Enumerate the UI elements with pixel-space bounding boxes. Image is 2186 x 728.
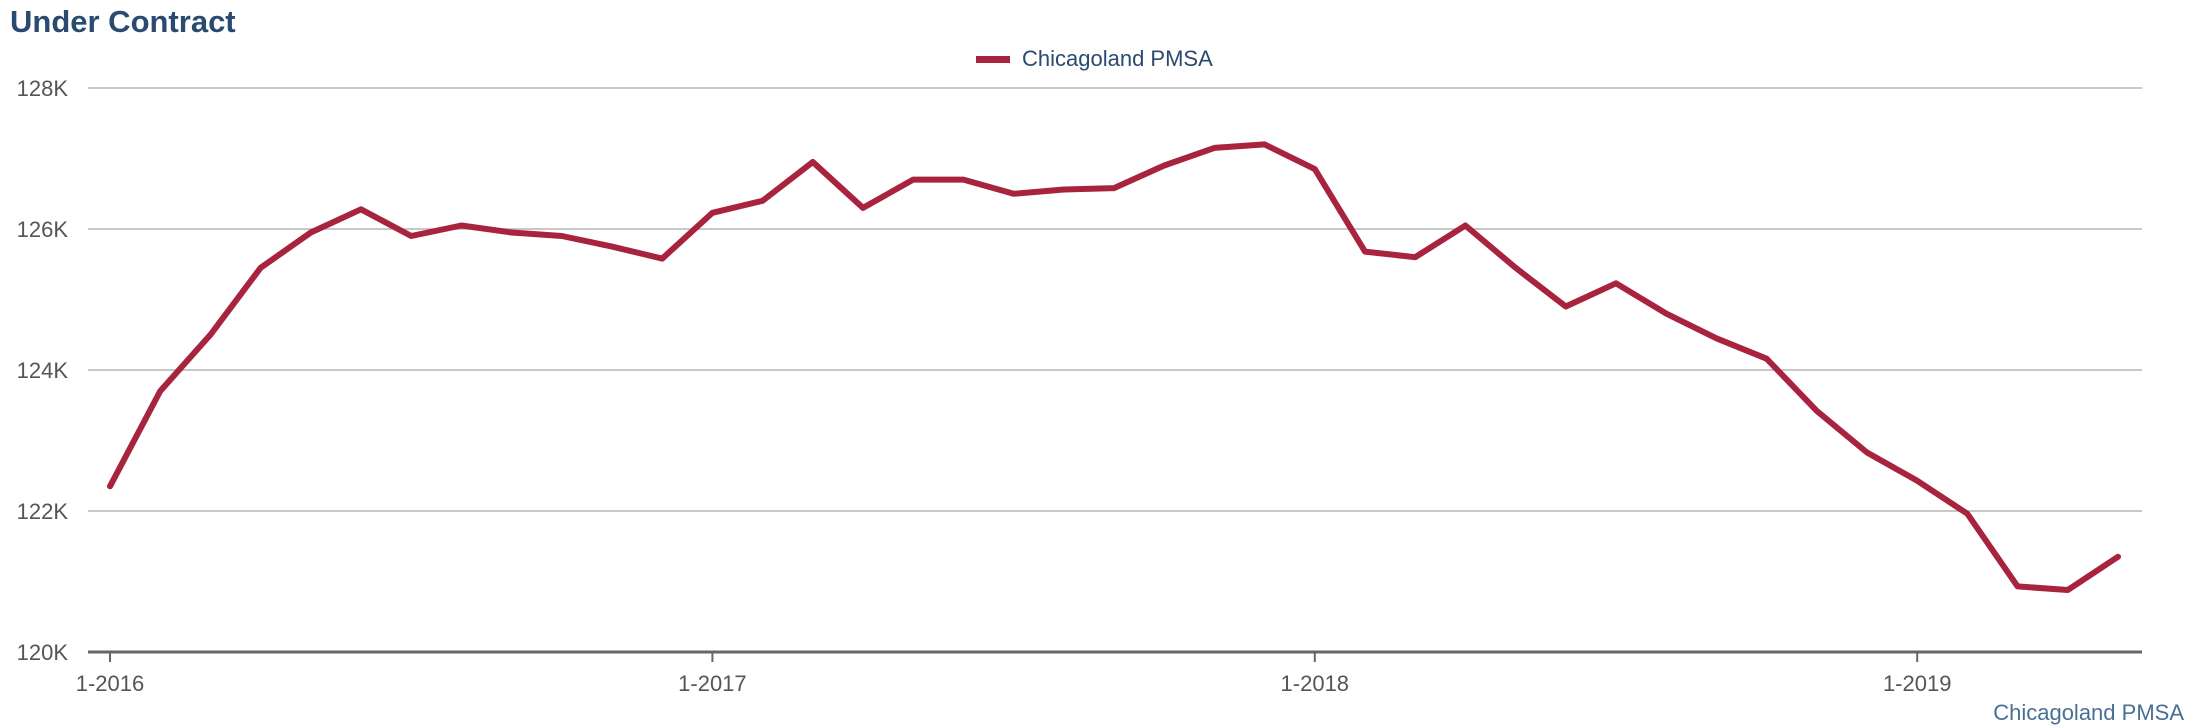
data-point[interactable] bbox=[107, 483, 113, 489]
data-point[interactable] bbox=[157, 388, 163, 394]
series-layer bbox=[107, 141, 2121, 593]
data-point[interactable] bbox=[760, 198, 766, 204]
data-point[interactable] bbox=[1061, 187, 1067, 193]
data-point[interactable] bbox=[1814, 408, 1820, 414]
data-point[interactable] bbox=[1161, 163, 1167, 169]
data-point[interactable] bbox=[207, 332, 213, 338]
data-point[interactable] bbox=[2015, 583, 2021, 589]
footer-source-label: Chicagoland PMSA bbox=[1993, 700, 2184, 725]
data-point[interactable] bbox=[458, 222, 464, 228]
data-point[interactable] bbox=[258, 265, 264, 271]
x-tick-label: 1-2018 bbox=[1281, 671, 1350, 696]
chart-title: Under Contract bbox=[10, 4, 236, 39]
data-point[interactable] bbox=[308, 230, 314, 236]
data-point[interactable] bbox=[559, 233, 565, 239]
data-point[interactable] bbox=[509, 230, 515, 236]
y-tick-label: 128K bbox=[17, 76, 69, 101]
data-point[interactable] bbox=[1362, 249, 1368, 255]
data-point[interactable] bbox=[1864, 449, 1870, 455]
y-tick-label: 124K bbox=[17, 358, 69, 383]
data-point[interactable] bbox=[910, 177, 916, 183]
data-point[interactable] bbox=[1462, 222, 1468, 228]
data-point[interactable] bbox=[609, 244, 615, 250]
data-point[interactable] bbox=[1563, 304, 1569, 310]
legend[interactable]: Chicagoland PMSA bbox=[976, 46, 1213, 72]
data-point[interactable] bbox=[960, 177, 966, 183]
data-point[interactable] bbox=[1914, 478, 1920, 484]
data-point[interactable] bbox=[2115, 554, 2121, 560]
data-point[interactable] bbox=[709, 210, 715, 216]
data-point[interactable] bbox=[2065, 587, 2071, 593]
data-point[interactable] bbox=[1964, 511, 1970, 517]
y-tick-label: 126K bbox=[17, 217, 69, 242]
x-tick-label: 1-2016 bbox=[76, 671, 145, 696]
data-point[interactable] bbox=[1613, 280, 1619, 286]
x-tick-label: 1-2019 bbox=[1883, 671, 1952, 696]
grid-lines bbox=[88, 87, 2142, 512]
data-point[interactable] bbox=[860, 205, 866, 211]
legend-swatch bbox=[976, 55, 1010, 63]
y-axis-ticks: 120K 122K 124K 126K 128K bbox=[17, 76, 69, 665]
x-tick-label: 1-2017 bbox=[678, 671, 747, 696]
y-tick-label: 120K bbox=[17, 640, 69, 665]
data-point[interactable] bbox=[1412, 254, 1418, 260]
data-point[interactable] bbox=[659, 256, 665, 262]
data-point[interactable] bbox=[1211, 145, 1217, 151]
data-point[interactable] bbox=[1011, 191, 1017, 197]
data-point[interactable] bbox=[1262, 141, 1268, 147]
y-tick-label: 122K bbox=[17, 499, 69, 524]
data-point[interactable] bbox=[1764, 356, 1770, 362]
data-point[interactable] bbox=[1111, 185, 1117, 191]
data-point[interactable] bbox=[1663, 311, 1669, 317]
data-point[interactable] bbox=[1713, 335, 1719, 341]
data-point[interactable] bbox=[810, 159, 816, 165]
data-point[interactable] bbox=[408, 233, 414, 239]
series-line[interactable] bbox=[107, 141, 2121, 593]
data-point[interactable] bbox=[358, 206, 364, 212]
data-point[interactable] bbox=[1513, 265, 1519, 271]
legend-label: Chicagoland PMSA bbox=[1022, 46, 1213, 71]
x-axis-ticks: 1-2016 1-2017 1-2018 1-2019 bbox=[76, 652, 1952, 696]
data-point[interactable] bbox=[1312, 166, 1318, 172]
